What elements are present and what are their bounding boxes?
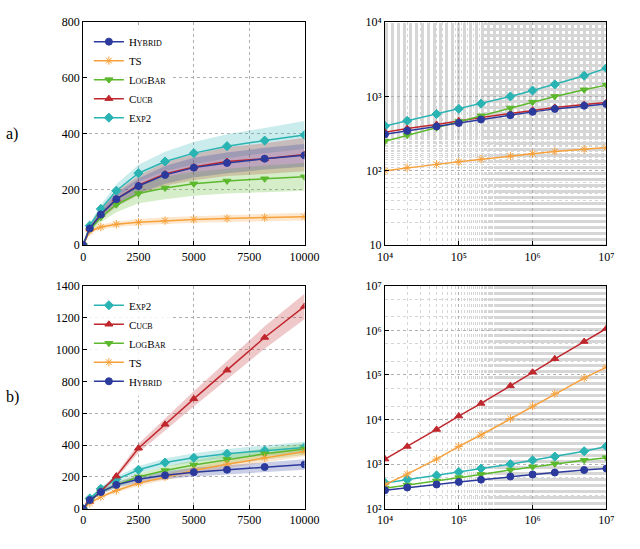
svg-text:0: 0 (74, 238, 80, 252)
svg-text:10⁷: 10⁷ (598, 513, 614, 527)
svg-text:10⁷: 10⁷ (598, 250, 614, 264)
svg-text:600: 600 (62, 406, 80, 420)
svg-text:10⁵: 10⁵ (451, 250, 467, 264)
svg-text:10³: 10³ (366, 90, 382, 104)
svg-text:Exp2: Exp2 (129, 300, 151, 312)
svg-text:10²: 10² (366, 164, 382, 178)
svg-text:Cucb: Cucb (129, 93, 153, 105)
svg-text:1200: 1200 (56, 311, 80, 325)
svg-text:LogBar: LogBar (129, 338, 166, 350)
svg-text:10³: 10³ (366, 457, 382, 471)
svg-text:10⁶: 10⁶ (365, 324, 381, 338)
svg-text:10: 10 (370, 238, 382, 252)
svg-text:0: 0 (80, 513, 86, 527)
svg-text:800: 800 (62, 15, 80, 29)
svg-text:10⁵: 10⁵ (365, 368, 381, 382)
svg-text:b): b) (6, 388, 19, 406)
svg-text:Exp2: Exp2 (129, 112, 151, 124)
svg-text:Cucb: Cucb (129, 319, 153, 331)
svg-text:LogBar: LogBar (129, 74, 166, 86)
svg-text:10⁴: 10⁴ (365, 413, 381, 427)
svg-text:200: 200 (62, 470, 80, 484)
svg-text:10⁶: 10⁶ (524, 513, 540, 527)
svg-text:2500: 2500 (126, 513, 150, 527)
svg-text:Hybrid: Hybrid (129, 376, 162, 388)
svg-text:400: 400 (62, 127, 80, 141)
svg-text:5000: 5000 (182, 513, 206, 527)
svg-text:10²: 10² (366, 502, 382, 516)
svg-text:10⁵: 10⁵ (451, 513, 467, 527)
svg-text:1400: 1400 (56, 279, 80, 293)
svg-text:10000: 10000 (290, 250, 320, 264)
svg-text:7500: 7500 (237, 513, 261, 527)
svg-text:0: 0 (74, 502, 80, 516)
svg-text:Hybrid: Hybrid (129, 36, 162, 48)
svg-text:10⁶: 10⁶ (524, 250, 540, 264)
svg-text:7500: 7500 (237, 250, 261, 264)
svg-text:600: 600 (62, 71, 80, 85)
svg-text:0: 0 (80, 250, 86, 264)
svg-text:a): a) (6, 125, 18, 143)
svg-text:2500: 2500 (126, 250, 150, 264)
svg-text:10⁴: 10⁴ (365, 15, 381, 29)
svg-text:TS: TS (129, 357, 142, 369)
svg-text:5000: 5000 (182, 250, 206, 264)
svg-text:TS: TS (129, 55, 142, 67)
svg-text:10⁴: 10⁴ (377, 513, 393, 527)
svg-text:10000: 10000 (290, 513, 320, 527)
svg-text:200: 200 (62, 183, 80, 197)
svg-text:10⁴: 10⁴ (377, 250, 393, 264)
svg-text:10⁷: 10⁷ (365, 279, 381, 293)
svg-text:1000: 1000 (56, 343, 80, 357)
svg-text:400: 400 (62, 438, 80, 452)
svg-text:800: 800 (62, 375, 80, 389)
